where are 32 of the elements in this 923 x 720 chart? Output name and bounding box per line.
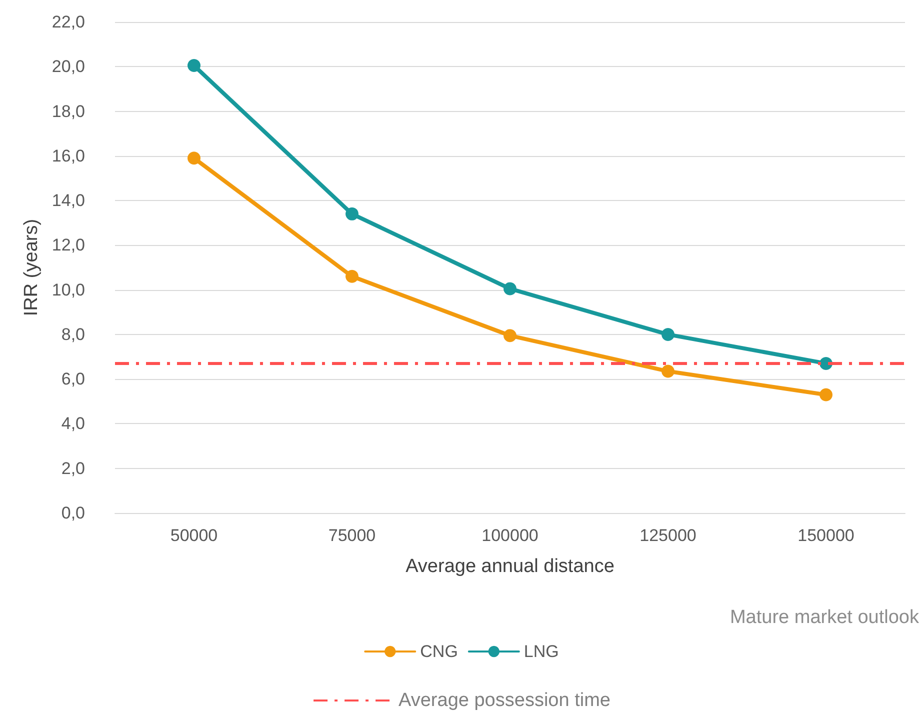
- legend-label: LNG: [524, 642, 559, 661]
- point: [662, 364, 674, 378]
- legend-label: CNG: [420, 642, 458, 661]
- y-tick-label: 22,0: [52, 12, 85, 32]
- legend-label: Average possession time: [398, 690, 610, 711]
- point: [820, 388, 832, 402]
- y-tick-label: 6,0: [61, 370, 85, 389]
- y-tick-label: 2,0: [61, 458, 85, 478]
- x-tick-label: 100000: [482, 526, 538, 545]
- x-tick-label: 150000: [798, 526, 854, 545]
- point: [504, 329, 516, 342]
- point: [188, 59, 200, 72]
- y-tick-label: 12,0: [52, 236, 85, 255]
- y-tick-label: 10,0: [52, 280, 85, 300]
- y-tick-label: 14,0: [52, 191, 85, 210]
- y-tick-label: 16,0: [52, 146, 85, 166]
- x-tick-label: 125000: [640, 526, 696, 545]
- y-tick-label: 18,0: [52, 102, 85, 121]
- y-tick-label: 0,0: [61, 504, 85, 522]
- point: [188, 152, 200, 165]
- x-axis-title: Average annual distance: [406, 556, 614, 577]
- y-tick-label: 20,0: [52, 57, 85, 76]
- point: [346, 270, 358, 283]
- point: [504, 282, 516, 296]
- point: [346, 207, 358, 220]
- y-tick-label: 8,0: [61, 324, 85, 344]
- x-tick-label: 75000: [328, 526, 376, 545]
- y-tick-label: 4,0: [61, 414, 85, 434]
- point: [662, 328, 674, 341]
- y-axis-title: IRR (years): [21, 218, 42, 316]
- x-tick-label: 50000: [170, 526, 218, 545]
- text: Mature market outlook: [730, 607, 920, 628]
